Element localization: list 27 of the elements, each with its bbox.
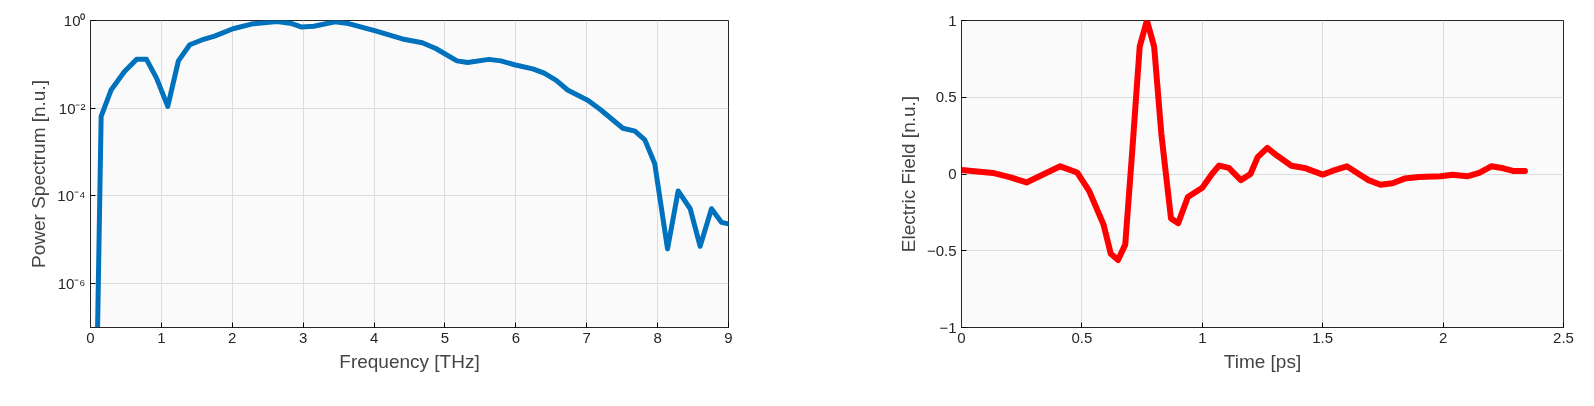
x-tick-label: 1.5 bbox=[1312, 328, 1334, 346]
x-tick-label: 0.5 bbox=[1071, 328, 1093, 346]
x-tick-label: 8 bbox=[653, 328, 662, 346]
y-tick-label: 0 bbox=[948, 165, 957, 182]
x-tick-label: 6 bbox=[511, 328, 521, 346]
y-axis-title: Power Spectrum [n.u.] bbox=[28, 80, 50, 268]
x-tick-label: 5 bbox=[440, 328, 450, 346]
x-tick-label: 1 bbox=[157, 328, 166, 346]
y-tick-label: 0.5 bbox=[935, 88, 957, 106]
x-tick-label: 2.5 bbox=[1553, 328, 1574, 346]
x-axis-title: Time [ps] bbox=[1223, 350, 1302, 372]
y-tick-label: 10⁻⁴ bbox=[57, 187, 86, 205]
y-tick-label: 10⁻² bbox=[58, 99, 86, 117]
x-axis-title: Frequency [THz] bbox=[339, 350, 480, 372]
x-tick-label: 7 bbox=[582, 328, 591, 346]
x-tick-label: 9 bbox=[724, 328, 733, 346]
y-tick-label: −1 bbox=[939, 318, 957, 336]
y-tick-label: 10⁰ bbox=[63, 12, 86, 29]
y-tick-label: 1 bbox=[948, 11, 957, 29]
y-tick-label: −0.5 bbox=[926, 241, 957, 259]
x-tick-label: 2 bbox=[228, 328, 237, 346]
x-tick-label: 3 bbox=[299, 328, 308, 346]
y-tick-label: 10⁻⁶ bbox=[57, 275, 86, 293]
x-tick-label: 1 bbox=[1198, 328, 1207, 346]
x-tick-label: 4 bbox=[369, 328, 379, 346]
x-tick-label: 2 bbox=[1438, 328, 1448, 346]
y-axis-title: Electric Field [n.u.] bbox=[897, 95, 919, 253]
